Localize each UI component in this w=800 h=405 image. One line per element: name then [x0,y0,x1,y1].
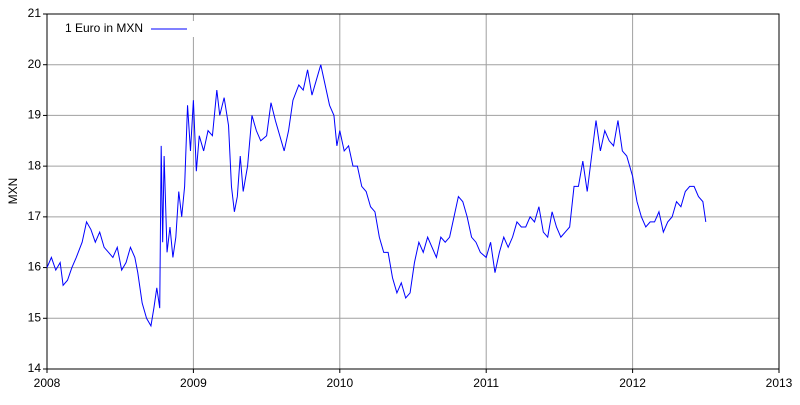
line [46,64,707,328]
x-tick-label: 2013 [766,376,793,390]
legend-label: 1 Euro in MXN [65,21,143,35]
y-tick-label: 15 [28,310,42,324]
y-tick-label: 14 [28,361,42,375]
y-tick-label: 16 [28,260,42,274]
y-tick-label: 20 [28,57,42,71]
y-tick-label: 17 [28,209,42,223]
y-tick-label: 19 [28,108,42,122]
x-tick-label: 2008 [34,376,61,390]
legend-background [57,21,197,37]
y-tick-label: 18 [28,158,42,172]
x-tick-label: 2012 [619,376,646,390]
x-tick-label: 2009 [180,376,207,390]
x-tick-label: 2011 [473,376,499,390]
plot-frame [46,13,780,370]
x-tick-label: 2010 [326,376,353,390]
y-axis-label: MXN [6,178,20,205]
y-tick-label: 21 [28,6,42,20]
